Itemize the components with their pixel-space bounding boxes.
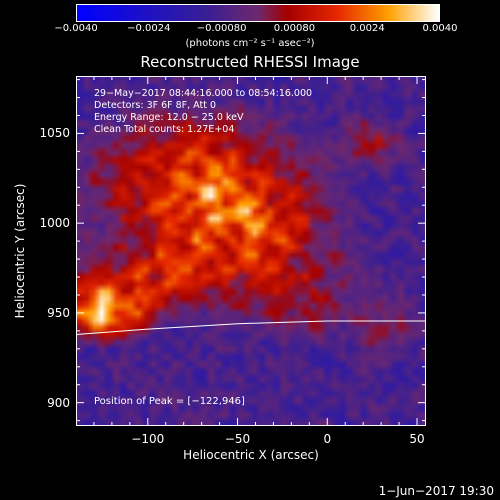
x-axis-label: Heliocentric X (arcsec): [183, 448, 319, 462]
chart-title: Reconstructed RHESSI Image: [140, 53, 360, 71]
info-energy-range: Energy Range: 12.0 − 25.0 keV: [94, 112, 244, 123]
peak-position-label: Position of Peak = [−122,946]: [94, 396, 245, 407]
footer-date: 1−Jun−2017 19:30: [378, 484, 494, 498]
x-tick-label: −100: [131, 432, 165, 446]
heatmap-plot: [76, 76, 426, 426]
info-detectors: Detectors: 3F 6F 8F, Att 0: [94, 100, 217, 111]
y-tick-label: 1000: [39, 216, 70, 231]
info-time-range: 29−May−2017 08:44:16.000 to 08:54:16.000: [94, 88, 313, 99]
y-tick-label: 900: [47, 395, 70, 410]
x-tick-label: 0: [323, 432, 332, 446]
y-tick-label: 950: [47, 305, 70, 320]
colorbar-tick-label: 0.0040: [422, 23, 458, 34]
colorbar-unit-label: (photons cm⁻² s⁻¹ asec⁻²): [185, 38, 315, 49]
x-tick-label: −50: [224, 432, 251, 446]
x-tick-label: 50: [409, 432, 425, 446]
colorbar-tick-label: −0.00080: [196, 23, 247, 34]
heatmap-image: [76, 76, 426, 426]
colorbar-tick-label: 0.0024: [349, 23, 385, 34]
colorbar-tick-label: −0.0040: [54, 23, 98, 34]
colorbar-gradient: [76, 4, 440, 22]
info-clean-counts: Clean Total counts: 1.27E+04: [94, 124, 235, 135]
solar-limb-line: [76, 320, 426, 335]
y-tick-label: 1050: [39, 126, 70, 141]
colorbar-tick-label: −0.0024: [127, 23, 171, 34]
plot-frame: [76, 76, 426, 426]
colorbar: [76, 4, 440, 22]
y-axis-label: Heliocentric Y (arcsec): [13, 183, 27, 319]
colorbar-tick-label: 0.00080: [273, 23, 316, 34]
